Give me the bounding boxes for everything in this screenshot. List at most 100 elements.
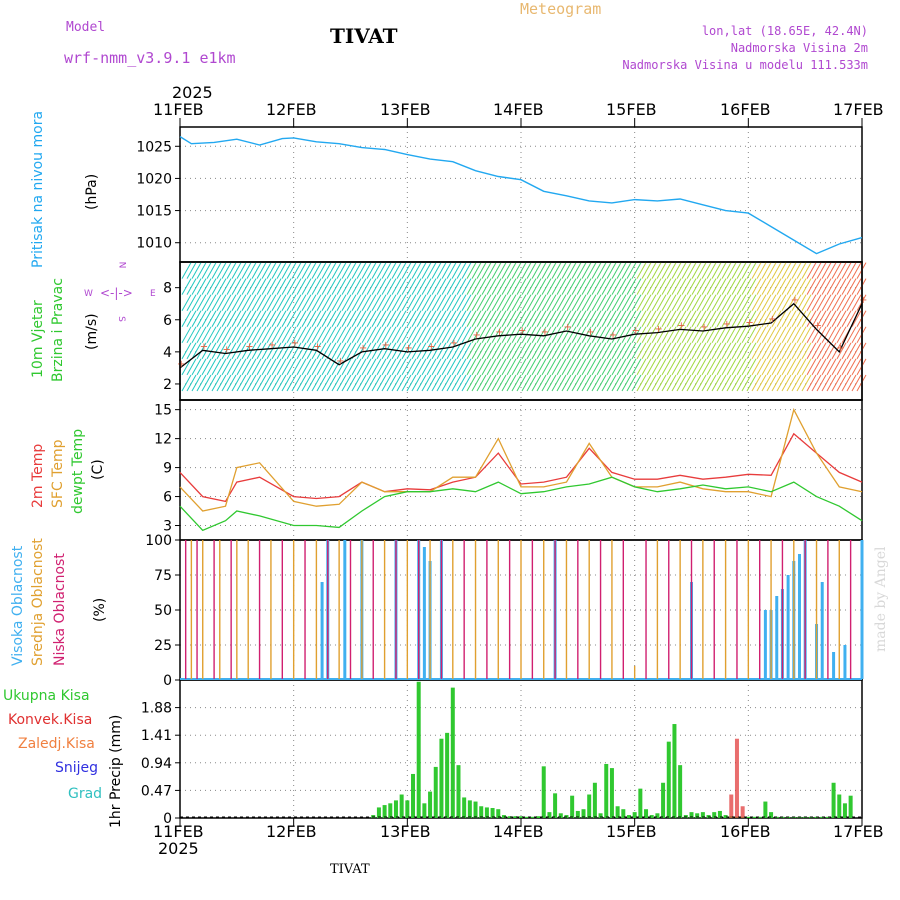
wind-barb <box>486 310 497 328</box>
wind-barb <box>356 262 367 279</box>
gust-marker: + <box>609 330 617 341</box>
wind-barb <box>236 278 247 295</box>
wind-barb <box>591 278 602 295</box>
gust-marker: + <box>700 322 708 333</box>
wind-barb <box>726 262 737 279</box>
wind-barb <box>441 342 452 360</box>
y-tick-label: 100 <box>145 533 172 549</box>
wind-barb <box>726 326 737 344</box>
wind-barb <box>766 310 777 328</box>
wind-barb <box>371 374 382 392</box>
date-tick-top-4: 15FEB <box>606 100 657 119</box>
wind-barb <box>681 358 692 376</box>
wind-barb <box>466 294 477 311</box>
wind-barb <box>791 278 802 295</box>
wind-barb <box>361 326 372 344</box>
gust-marker: + <box>677 321 685 332</box>
wind-barb <box>446 342 457 360</box>
wind-barb <box>451 342 462 360</box>
wind-barb <box>321 262 332 279</box>
y-tick-label: 0 <box>163 811 172 827</box>
wind-barb <box>641 342 652 360</box>
wind-barb <box>796 262 807 279</box>
precip-bar-0 <box>422 803 427 818</box>
wind-barb <box>671 342 682 360</box>
wind-barb <box>701 278 712 295</box>
wind-barb <box>691 294 702 311</box>
wind-barb <box>546 374 557 392</box>
wind-barb <box>801 262 812 279</box>
wind-barb <box>331 262 342 279</box>
wind-barb <box>601 278 612 295</box>
wind-barb <box>246 358 257 376</box>
wind-barb <box>511 278 522 295</box>
wind-barb <box>756 326 767 344</box>
wind-barb <box>531 294 542 311</box>
wind-barb <box>256 358 267 376</box>
wind-barb <box>366 294 377 311</box>
wind-barb <box>821 358 832 376</box>
wind-barb <box>726 358 737 376</box>
wind-barb <box>606 358 617 376</box>
wind-barb <box>766 278 777 295</box>
wind-barb <box>616 342 627 360</box>
wind-barb <box>666 294 677 311</box>
gust-marker: + <box>495 327 503 338</box>
wind-barb <box>416 326 427 344</box>
wind-barb <box>511 310 522 328</box>
wind-barb <box>711 262 722 279</box>
wind-barb <box>806 358 817 376</box>
precip-bar-0 <box>411 773 416 818</box>
wind-barb <box>696 262 707 279</box>
gust-marker: + <box>404 343 412 354</box>
wind-barb <box>631 278 642 295</box>
wind-barb <box>466 342 477 360</box>
wind-barb <box>271 262 282 279</box>
wind-barb <box>541 262 552 279</box>
wind-barb <box>636 262 647 279</box>
wind-barb <box>676 342 687 360</box>
wind-barb <box>756 294 767 311</box>
wind-barb <box>196 262 207 279</box>
wind-barb <box>446 278 457 295</box>
wind-barb <box>611 342 622 360</box>
wind-barb <box>246 326 257 344</box>
wind-barb <box>421 358 432 376</box>
wind-barb <box>266 326 277 344</box>
wind-barb <box>581 342 592 360</box>
wind-barb <box>586 358 597 376</box>
wind-barb <box>746 278 757 295</box>
wind-barb <box>276 342 287 360</box>
compass-e: E <box>150 289 156 299</box>
y-tick-label: 1.41 <box>141 728 172 744</box>
wind-barb <box>731 262 742 279</box>
wind-barb <box>271 310 282 328</box>
wind-barb <box>301 342 312 360</box>
wind-barb <box>411 294 422 311</box>
wind-barb <box>391 358 402 376</box>
wind-barb <box>331 278 342 295</box>
wind-barb <box>226 358 237 376</box>
wind-barb <box>201 374 212 392</box>
wind-barb <box>646 262 657 279</box>
precip-bar-0 <box>757 816 762 818</box>
wind-barb <box>686 358 697 376</box>
wind-barb <box>351 262 362 279</box>
wind-barb <box>656 278 667 295</box>
wind-barb <box>641 294 652 311</box>
wind-barb <box>636 278 647 295</box>
wind-barb <box>191 342 202 360</box>
wind-barb <box>696 358 707 376</box>
wind-barb <box>586 278 597 295</box>
precip-bar-0 <box>473 801 478 818</box>
wind-barb <box>751 326 762 344</box>
wind-barb <box>671 310 682 328</box>
wind-barb <box>776 374 787 392</box>
wind-barb <box>356 358 367 376</box>
wind-barb <box>476 310 487 328</box>
precip-bar-0 <box>609 768 614 818</box>
wind-barb <box>331 342 342 360</box>
wind-barb <box>361 310 372 328</box>
wind-barb <box>501 294 512 311</box>
wind-barb <box>511 262 522 279</box>
